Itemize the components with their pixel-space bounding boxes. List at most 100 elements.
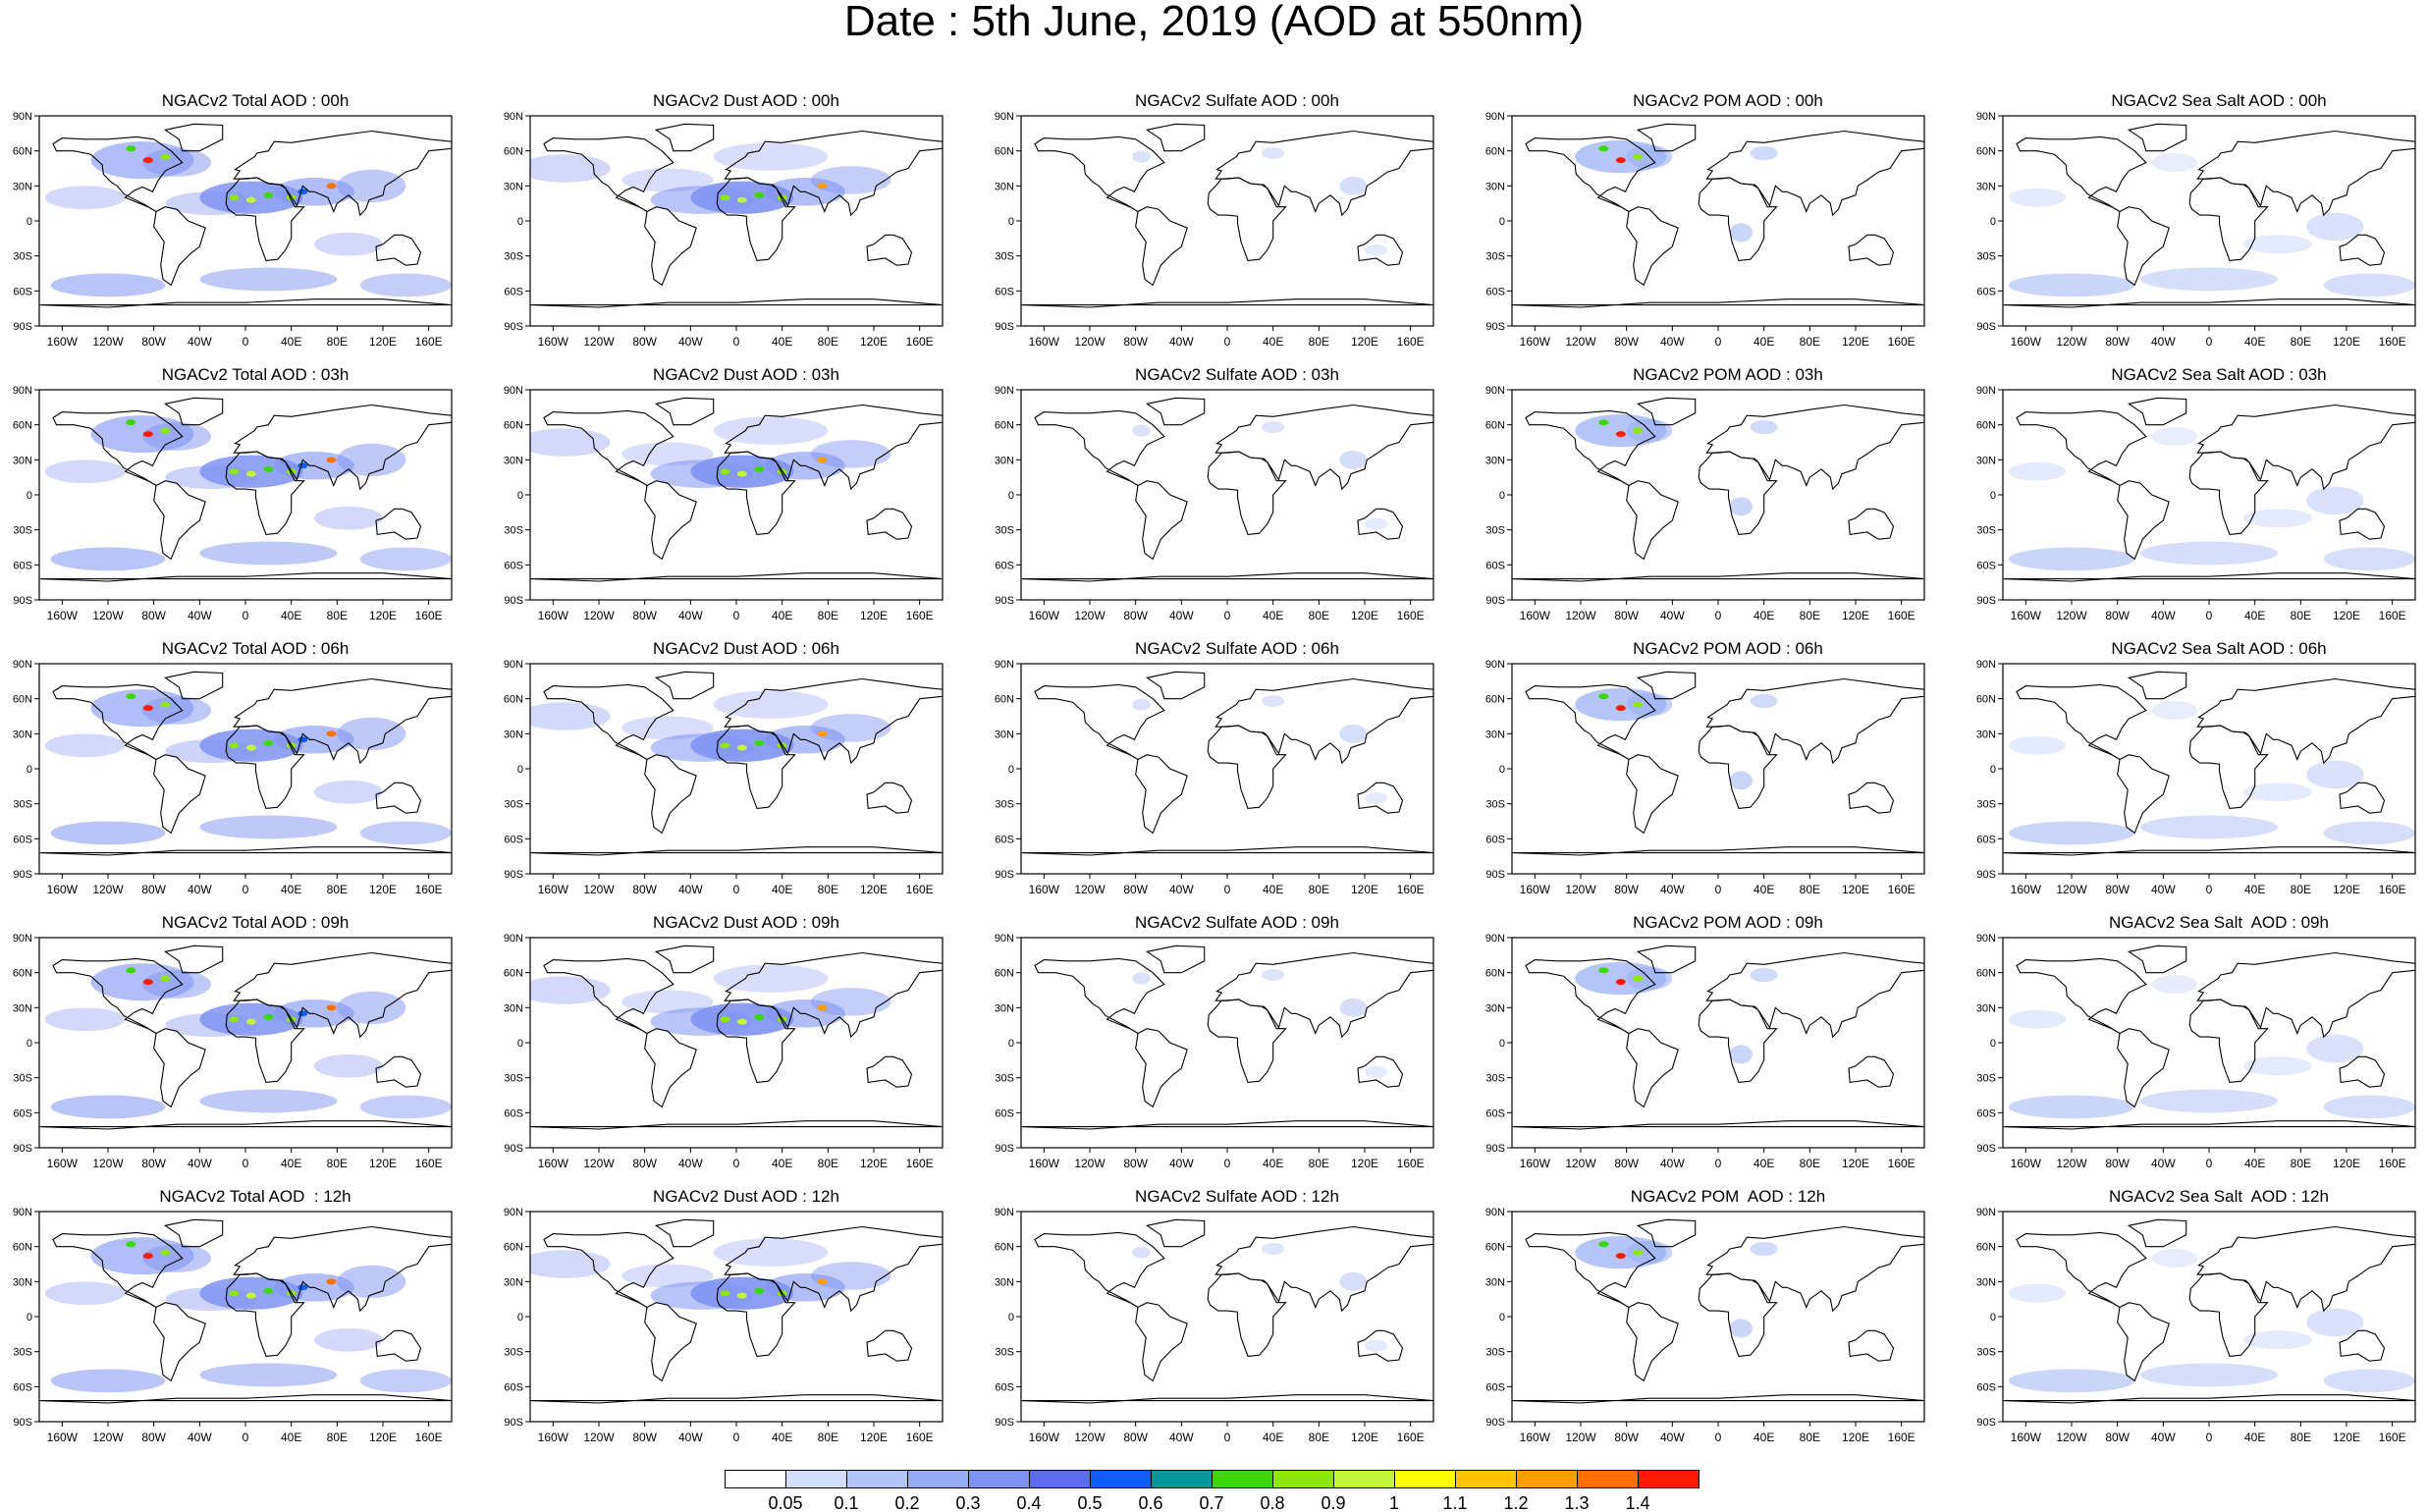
aod-region	[1339, 450, 1368, 469]
coastline	[2127, 945, 2187, 974]
coastline	[1626, 1028, 1679, 1108]
lon-label: 80W	[141, 1431, 166, 1444]
aod-region	[713, 690, 829, 719]
aod-hotspot	[160, 1249, 171, 1256]
lon-label: 80E	[2291, 1157, 2311, 1170]
aod-hotspot	[736, 744, 747, 751]
coastline	[2339, 234, 2386, 266]
aerosol-field	[1132, 695, 1388, 804]
lon-label: 160W	[47, 1431, 79, 1444]
lon-label: 40E	[2244, 1157, 2265, 1170]
lon-label: 40E	[1263, 335, 1283, 349]
lat-label: 0	[517, 764, 523, 776]
lon-label: 160E	[1888, 609, 1915, 622]
lon-label: 80W	[1123, 609, 1148, 622]
lat-label: 90S	[504, 321, 523, 333]
aod-hotspot	[326, 1278, 337, 1285]
lon-label: 40W	[2151, 335, 2176, 349]
lon-label: 120E	[369, 883, 397, 896]
lon-label: 120E	[1351, 883, 1378, 896]
lon-label: 80E	[2291, 609, 2311, 622]
coastline	[1636, 945, 1697, 974]
coastline	[1848, 1055, 1895, 1088]
lon-label: 40W	[2151, 1431, 2176, 1444]
map-background	[530, 664, 943, 874]
world-map: 90N 60N 30N 0 30S 60S 90S 160W 120W 80W 40W 0 40E 80E…	[13, 933, 453, 1170]
lon-label: 80E	[2291, 1431, 2311, 1444]
aod-region	[2140, 1089, 2278, 1113]
aod-region	[2151, 153, 2198, 173]
lat-label: 60S	[995, 560, 1014, 571]
lon-label: 120W	[1074, 1431, 1106, 1444]
lon-label: 40E	[1263, 1431, 1283, 1444]
world-map: 90N 60N 30N 0 30S 60S 90S 160W 120W 80W 40W 0 40E 80E…	[1485, 385, 1925, 622]
coastline	[1512, 1120, 1924, 1130]
aod-hotspot	[326, 183, 337, 189]
lat-label: 90S	[1976, 1417, 1996, 1429]
lon-label: 80E	[1800, 1157, 1820, 1170]
aerosol-field	[1132, 147, 1388, 256]
lat-label: 30N	[13, 1002, 32, 1014]
coastline	[52, 957, 184, 1034]
lat-label: 60S	[1976, 1107, 1996, 1119]
colorbar-swatch	[1090, 1470, 1152, 1488]
aod-hotspot	[126, 693, 136, 700]
lon-label: 40W	[1169, 335, 1194, 349]
lon-label: 0	[243, 883, 249, 896]
map-panel-sulfate-3: NGACv2 Sulfate AOD : 09h 90N 60N 30N 0 30S 60S…	[982, 912, 1473, 1181]
lat-label: 90S	[1976, 595, 1996, 607]
coastline	[1207, 177, 1287, 261]
coastline	[1357, 1055, 1404, 1088]
lon-label: 40W	[678, 609, 703, 622]
lat-label: 0	[1990, 1312, 1996, 1323]
aod-hotspot	[245, 1018, 256, 1025]
lon-label: 160E	[1888, 883, 1915, 896]
coastline	[1626, 206, 1679, 287]
colorbar-label: 0.8	[1260, 1493, 1284, 1512]
aod-region	[314, 506, 383, 530]
lat-label: 90N	[1485, 111, 1505, 123]
aerosol-field	[2008, 1249, 2415, 1393]
aod-region	[337, 1265, 406, 1298]
coastline	[2339, 1329, 2386, 1362]
coastline	[163, 123, 224, 152]
lat-label: 90S	[504, 1417, 523, 1429]
lon-label: 120E	[860, 1157, 888, 1170]
aerosol-field	[2008, 427, 2415, 571]
coastline	[654, 1218, 715, 1248]
aod-hotspot	[754, 191, 765, 198]
aod-region	[621, 716, 714, 740]
panel-title: NGACv2 Total AOD : 03h	[161, 365, 350, 384]
panel-title: NGACv2 Total AOD : 12h	[159, 1187, 351, 1206]
lat-label: 60N	[1976, 694, 1996, 706]
coastline	[1214, 951, 1433, 1039]
aod-hotspot	[297, 736, 308, 743]
coastline	[1034, 683, 1165, 760]
map-background	[1021, 1212, 1433, 1422]
lon-label: 120W	[583, 1157, 615, 1170]
aod-hotspot	[817, 457, 828, 463]
coastline	[866, 234, 913, 266]
lat-label: 30S	[504, 1347, 523, 1359]
aerosol-field	[2008, 153, 2415, 297]
lat-label: 30N	[13, 181, 32, 192]
lon-label: 160E	[906, 1431, 934, 1444]
coastline	[225, 999, 305, 1083]
lon-label: 120W	[2056, 1157, 2087, 1170]
coastline	[2339, 782, 2386, 814]
lon-label: 160E	[1888, 335, 1915, 349]
coastline	[1705, 130, 1924, 217]
aod-region	[1132, 424, 1151, 437]
lon-label: 160E	[2379, 609, 2406, 622]
world-map: 90N 60N 30N 0 30S 60S 90S 160W 120W 80W 40W 0 40E 80E…	[13, 111, 453, 349]
aod-hotspot	[245, 1292, 256, 1299]
panel-title: NGACv2 Sulfate AOD : 12h	[1135, 1187, 1339, 1206]
lon-label: 80E	[1309, 1157, 1329, 1170]
coastline	[1021, 1120, 1433, 1130]
world-map: 90N 60N 30N 0 30S 60S 90S 160W 120W 80W 40W 0 40E 80E…	[1485, 933, 1925, 1170]
map-background	[1512, 938, 1924, 1148]
world-map: 90N 60N 30N 0 30S 60S 90S 160W 120W 80W 40W 0 40E 80E…	[995, 1207, 1434, 1444]
lon-label: 160W	[1520, 335, 1551, 349]
lat-label: 60N	[13, 968, 32, 980]
lon-label: 160W	[1520, 883, 1551, 896]
